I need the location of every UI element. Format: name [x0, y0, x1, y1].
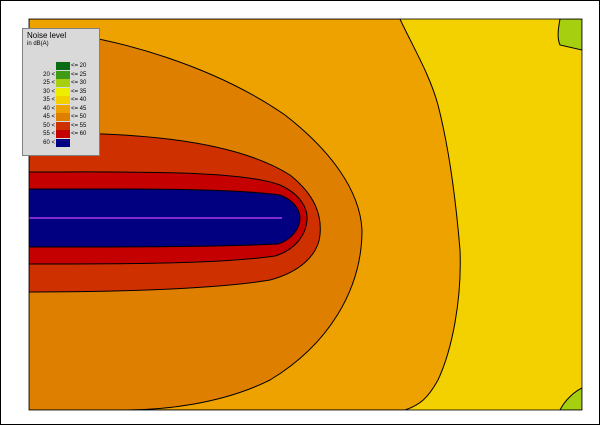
legend-band-high: <= 35	[71, 88, 87, 95]
legend-swatch	[56, 121, 70, 130]
noise-legend: Noise level in dB(A) <= 20 20 < <= 25 25 < <…	[22, 28, 100, 156]
legend-band: 45 < <= 50	[23, 113, 101, 121]
legend-swatch	[56, 62, 70, 70]
legend-band: 30 < <= 35	[23, 87, 101, 96]
legend-band-low: 55 <	[43, 131, 55, 137]
legend-band: 35 < <= 40	[23, 96, 101, 104]
legend-band-low: 60 <	[43, 139, 55, 146]
legend-band: 55 < <= 60	[23, 130, 101, 138]
plot-border	[28, 18, 583, 411]
legend-band-low: 25 <	[43, 80, 55, 86]
legend-swatch	[56, 138, 70, 147]
legend-band: 20 < <= 25	[23, 70, 101, 79]
legend-band-high: <= 20	[71, 63, 87, 69]
legend-band-high: <= 40	[71, 97, 87, 103]
zone-30-35-top-right	[557, 19, 582, 51]
legend-band-high: <= 60	[71, 131, 87, 137]
legend-swatch	[56, 104, 70, 113]
legend-band: 50 < <= 55	[23, 121, 101, 130]
legend-band-high: <= 30	[71, 80, 87, 86]
legend-band-low: 20 <	[43, 71, 55, 78]
legend-band: 60 <	[23, 138, 101, 147]
legend-band-low: 40 <	[43, 105, 55, 112]
legend-band: <= 20	[23, 62, 101, 70]
legend-swatch	[56, 130, 70, 138]
legend-unit: in dB(A)	[27, 41, 49, 47]
legend-band: 25 < <= 30	[23, 79, 101, 87]
legend-band-low: 45 <	[43, 114, 55, 120]
legend-swatch	[56, 96, 70, 104]
legend-band: 40 < <= 45	[23, 104, 101, 113]
legend-band-low: 30 <	[43, 88, 55, 95]
legend-swatch	[56, 87, 70, 96]
legend-swatch	[56, 79, 70, 87]
legend-swatch	[56, 70, 70, 79]
legend-band-low: 50 <	[43, 122, 55, 129]
legend-band-low: 35 <	[43, 97, 55, 103]
legend-band-high: <= 45	[71, 105, 87, 112]
legend-band-high: <= 25	[71, 71, 87, 78]
legend-title: Noise level	[27, 31, 67, 40]
legend-swatch	[56, 113, 70, 121]
legend-band-high: <= 50	[71, 114, 87, 120]
legend-band-high: <= 55	[71, 122, 87, 129]
